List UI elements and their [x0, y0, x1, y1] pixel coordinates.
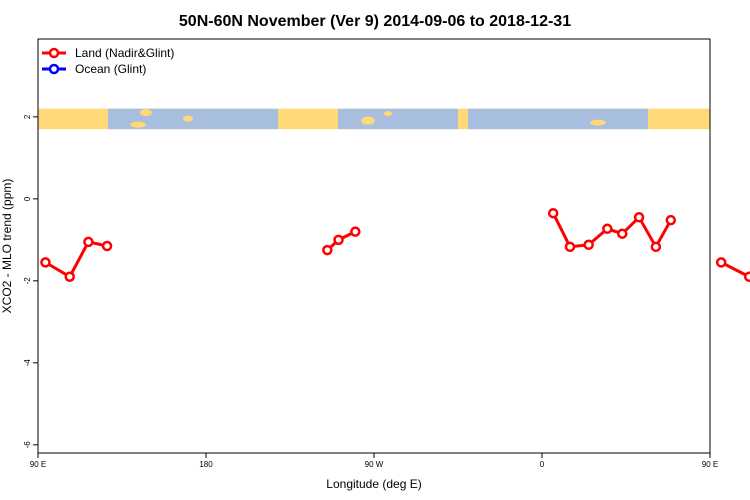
y-tick-label: 2 — [23, 114, 32, 119]
plot-frame — [37, 38, 711, 454]
y-tick-label: -6 — [23, 441, 32, 449]
y-tick-label: -4 — [23, 359, 32, 367]
data-point — [583, 239, 594, 251]
series-line — [44, 240, 108, 279]
world-map-strip — [38, 108, 710, 130]
legend: Land (Nadir&Glint) Ocean (Glint) — [42, 46, 174, 76]
data-point — [547, 207, 559, 219]
y-tick-label: -2 — [23, 277, 32, 285]
map-landmass — [140, 109, 152, 117]
data-point — [40, 257, 51, 268]
data-point — [743, 271, 750, 282]
map-landmass — [384, 111, 392, 117]
legend-land-marker — [48, 47, 60, 59]
y-axis-label: XCO2 - MLO trend (ppm) — [0, 179, 14, 314]
series-layer — [40, 207, 750, 282]
map-ocean-band — [468, 108, 648, 130]
x-axis-label: Longitude (deg E) — [326, 477, 421, 491]
x-tick-label: 0 — [540, 460, 545, 469]
x-tick-label: 90 E — [30, 460, 46, 469]
series-line — [720, 261, 750, 279]
data-point — [322, 244, 333, 256]
data-point — [617, 228, 628, 239]
x-tick-label: 90 E — [702, 460, 718, 469]
map-landmass — [674, 109, 682, 120]
x-axis: 90 E 180 90 W 0 90 E — [30, 453, 718, 469]
data-point — [715, 257, 727, 268]
legend-ocean-label: Ocean (Glint) — [75, 62, 146, 76]
map-landmass — [130, 121, 146, 128]
data-point — [101, 240, 113, 252]
data-point — [633, 212, 645, 223]
chart-title: 50N-60N November (Ver 9) 2014-09-06 to 2… — [179, 13, 571, 30]
data-point — [650, 241, 662, 253]
data-point — [333, 234, 344, 246]
map-ocean-band — [338, 108, 458, 130]
map-landmass — [361, 116, 375, 125]
data-point — [602, 223, 613, 235]
map-landmass — [590, 119, 606, 126]
data-point — [64, 271, 75, 282]
map-landmass — [183, 115, 193, 122]
series-land-nadir-glint- — [40, 207, 750, 282]
y-axis: -6 -4 -2 0 2 — [23, 114, 38, 448]
data-point — [665, 214, 677, 226]
x-tick-label: 90 W — [365, 460, 384, 469]
data-point — [350, 226, 361, 237]
data-point — [564, 241, 576, 253]
legend-land-label: Land (Nadir&Glint) — [75, 46, 174, 60]
y-tick-label: 0 — [23, 196, 32, 201]
x-tick-label: 180 — [199, 460, 213, 469]
data-point — [83, 236, 94, 248]
legend-ocean-marker — [48, 63, 60, 75]
